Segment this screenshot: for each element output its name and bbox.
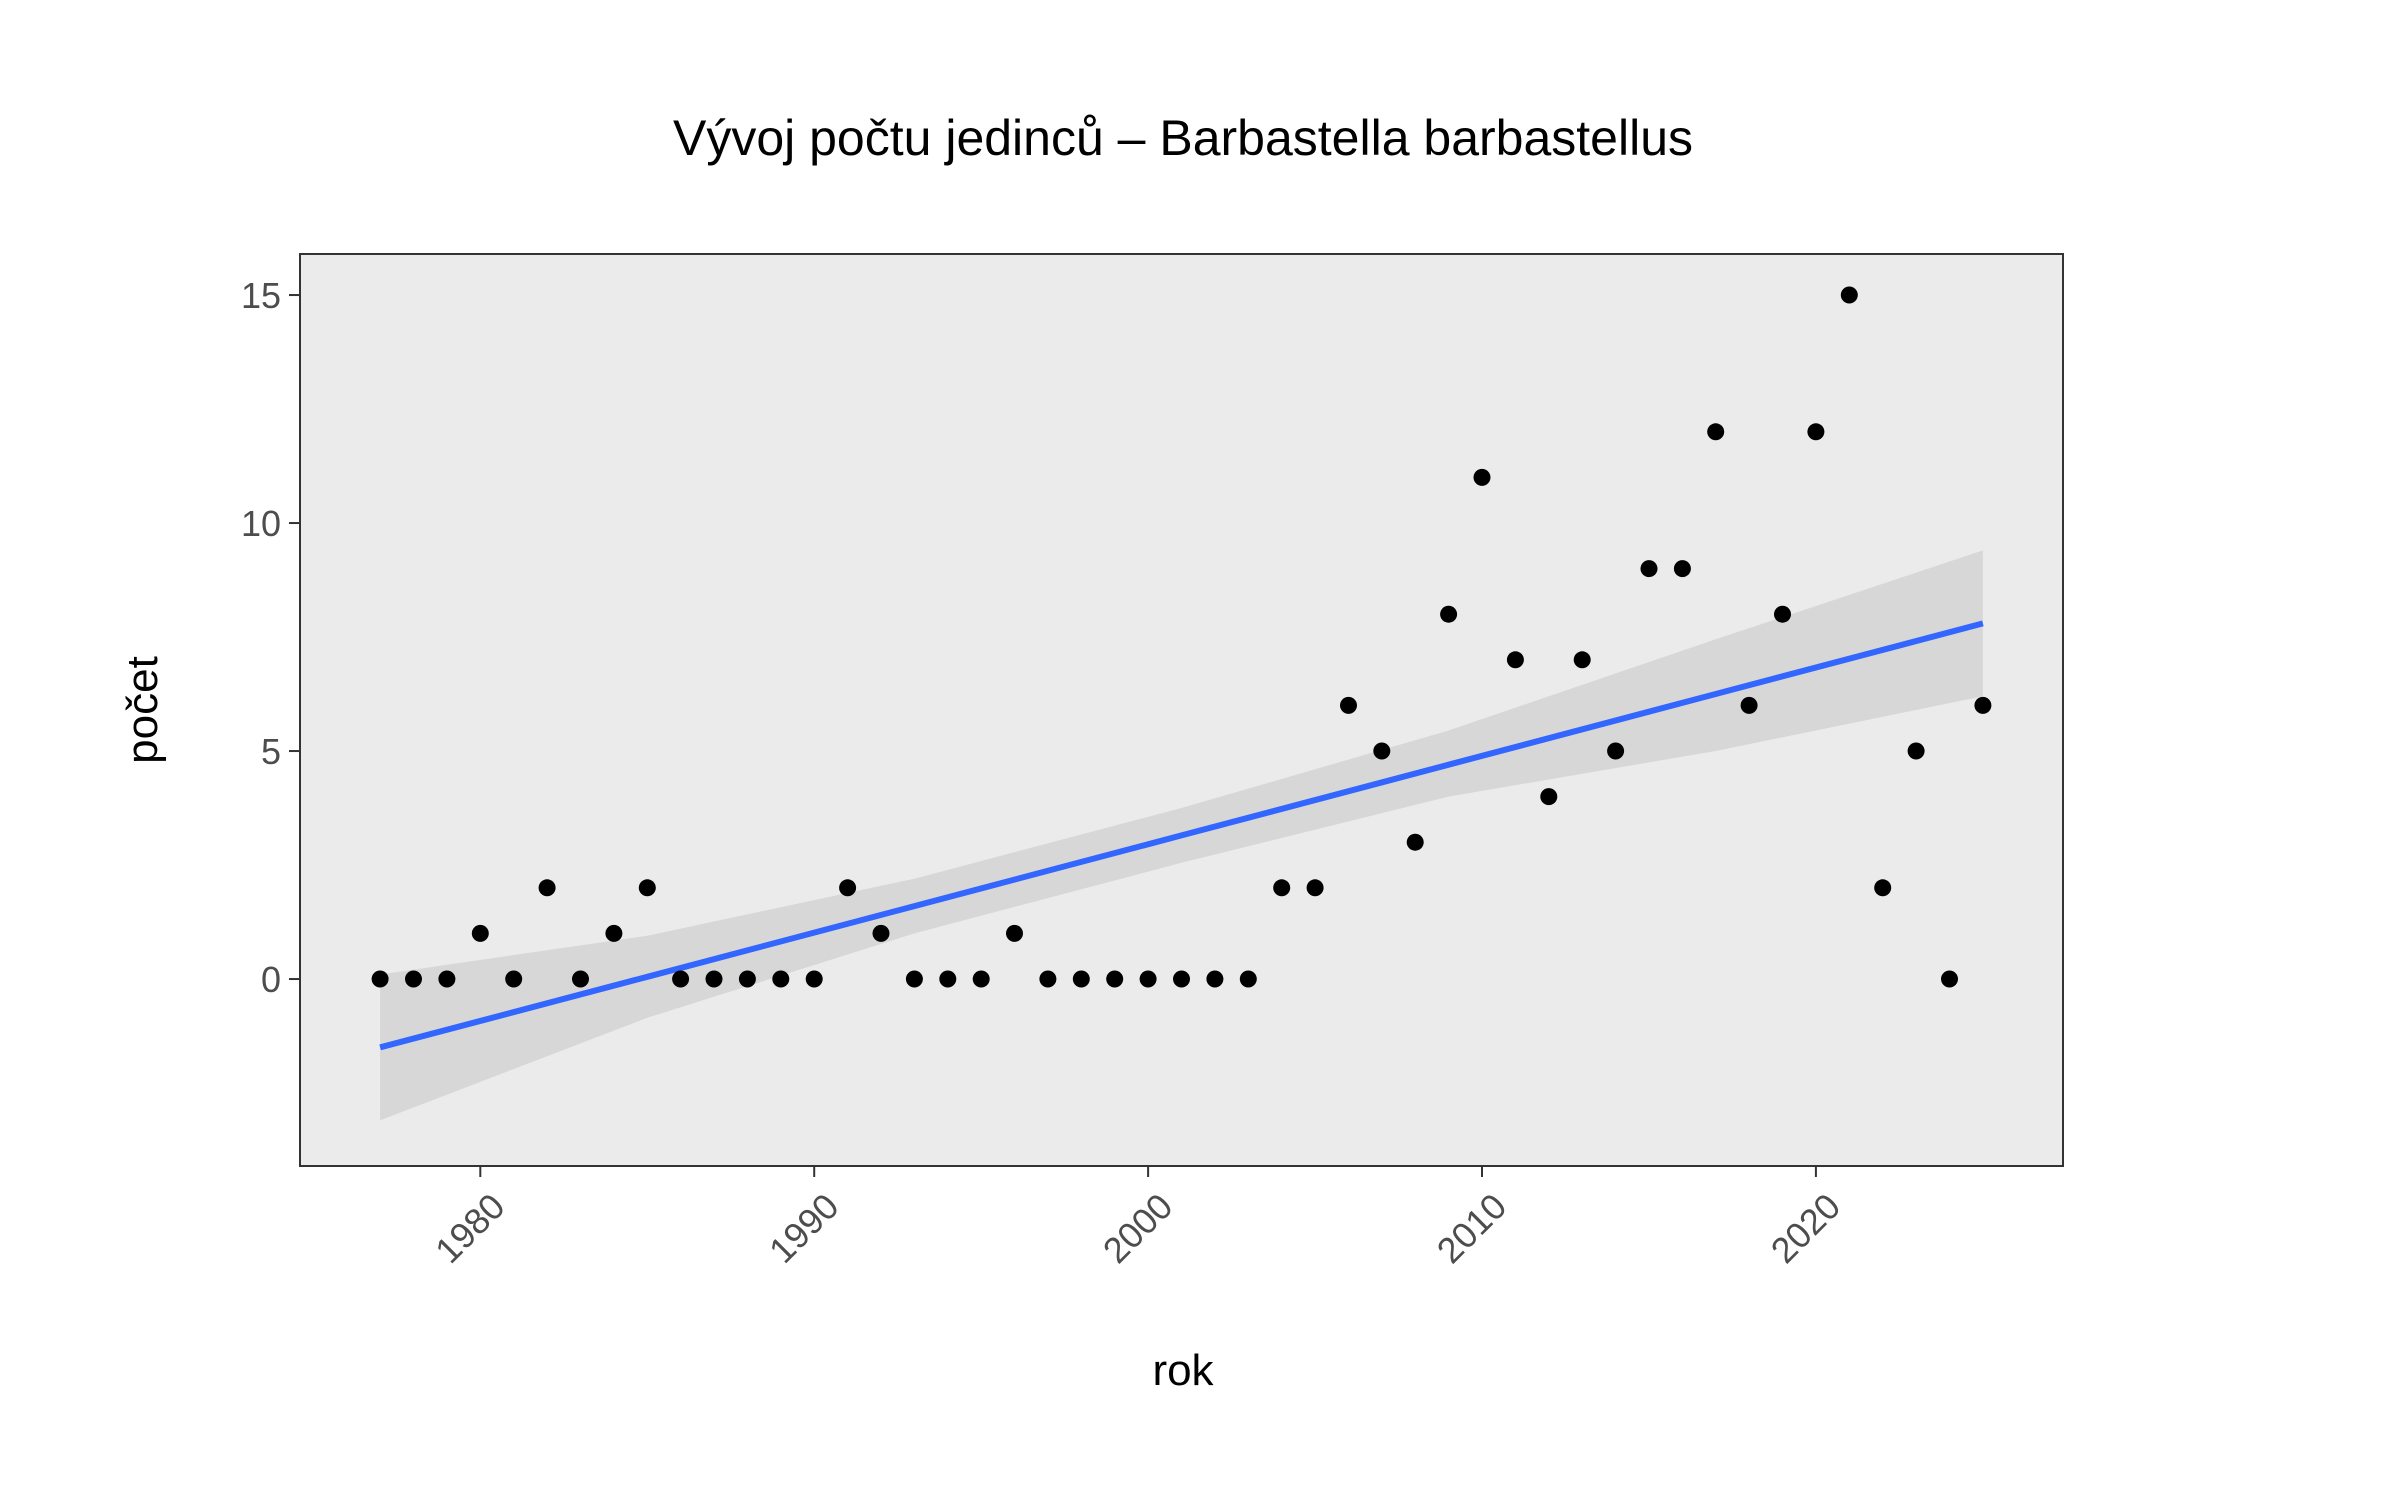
data-point — [805, 970, 823, 988]
data-point — [1673, 560, 1691, 578]
data-point — [1907, 742, 1925, 760]
data-point — [438, 970, 456, 988]
y-axis: 0 5 10 15 — [241, 275, 300, 1000]
data-point — [1807, 423, 1825, 441]
y-tick-label: 0 — [261, 959, 281, 1000]
x-tick-label: 1980 — [427, 1185, 513, 1271]
data-point — [672, 970, 690, 988]
y-tick-label: 15 — [241, 275, 281, 316]
data-point — [371, 970, 389, 988]
data-point — [1974, 696, 1992, 714]
x-tick-label: 2010 — [1429, 1185, 1515, 1271]
data-point — [1540, 788, 1558, 806]
data-point — [705, 970, 723, 988]
y-tick-label: 10 — [241, 503, 281, 544]
data-point — [738, 970, 756, 988]
data-point — [972, 970, 990, 988]
x-tick-label: 1990 — [761, 1185, 847, 1271]
data-point — [538, 879, 556, 897]
data-point — [605, 924, 623, 942]
data-point — [772, 970, 790, 988]
x-axis-title: rok — [1152, 1346, 1214, 1395]
data-point — [1006, 924, 1023, 942]
data-point — [1640, 560, 1658, 578]
data-point — [1039, 970, 1057, 988]
data-point — [1440, 605, 1458, 623]
data-point — [1106, 970, 1124, 988]
chart-title: Vývoj počtu jedinců – Barbastella barbas… — [673, 110, 1693, 166]
data-point — [1941, 970, 1958, 988]
data-point — [905, 970, 923, 988]
x-tick-label: 2000 — [1095, 1185, 1181, 1271]
data-point — [839, 879, 857, 897]
data-point — [1473, 468, 1491, 486]
data-point — [1607, 742, 1625, 760]
data-point — [1573, 651, 1591, 669]
data-point — [872, 924, 890, 942]
data-point — [1406, 833, 1424, 851]
data-point — [572, 970, 589, 988]
data-point — [1306, 879, 1324, 897]
data-point — [1506, 651, 1524, 669]
x-tick-label: 2020 — [1763, 1185, 1849, 1271]
panel-border — [299, 253, 2064, 1167]
data-point — [405, 970, 422, 988]
trend-line-layer — [379, 620, 1984, 1051]
data-point — [1206, 970, 1224, 988]
data-point — [1840, 286, 1858, 304]
y-axis-title: počet — [118, 656, 167, 764]
data-point — [1774, 605, 1791, 623]
data-point — [1239, 970, 1257, 988]
data-point — [1373, 742, 1391, 760]
data-point — [1874, 879, 1892, 897]
data-point — [638, 879, 656, 897]
data-point — [939, 970, 957, 988]
data-point — [1340, 696, 1357, 714]
x-axis: 1980 1990 2000 2010 2020 — [427, 1166, 1848, 1271]
data-point — [1139, 970, 1157, 988]
data-point — [1273, 879, 1291, 897]
y-tick-label: 5 — [261, 731, 281, 772]
data-point — [471, 924, 489, 942]
data-point — [1173, 970, 1190, 988]
data-point — [505, 970, 523, 988]
data-point — [1740, 696, 1758, 714]
data-point — [1072, 970, 1090, 988]
data-points — [371, 286, 1992, 988]
data-point — [1707, 423, 1725, 441]
trend-line — [379, 620, 1984, 1051]
